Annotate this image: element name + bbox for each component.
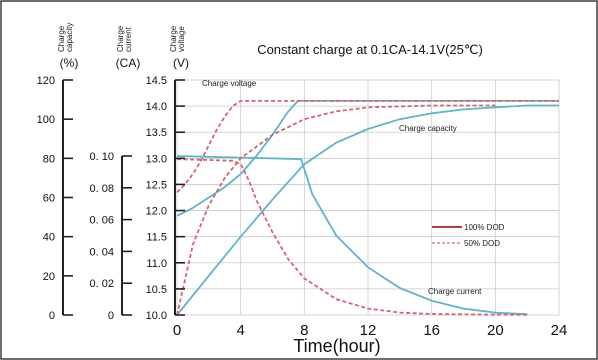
annotation-charge-current: Charge current <box>428 287 482 296</box>
current-tick-label-0-10: 0. 10 <box>90 151 114 163</box>
current-header: Charge current <box>116 25 133 52</box>
series-charge-capacity-50-dod <box>176 104 496 316</box>
annotation-charge-capacity: Charge capacity <box>399 124 457 133</box>
capacity-tick-label-80: 80 <box>43 153 55 165</box>
series-charge-capacity-100-dod <box>176 104 559 316</box>
x-tick-label-12: 12 <box>360 322 377 339</box>
series-charge-current-50-dod <box>176 158 528 316</box>
capacity-header-line-0: Charge <box>57 25 66 52</box>
voltage-header: Charge voltage <box>169 25 186 52</box>
current-tick-label-0-08: 0. 08 <box>90 183 114 195</box>
grid <box>176 79 560 316</box>
voltage-tick-label-10-5: 10.5 <box>146 284 167 296</box>
voltage-tick-label-11-5: 11.5 <box>146 232 167 244</box>
voltage-tick-label-12-5: 12.5 <box>146 179 167 191</box>
series-charge-voltage-50-dod <box>176 100 559 193</box>
current-tick-label-0: 0 <box>108 310 114 322</box>
capacity-header-line-1: capacity <box>65 23 74 52</box>
current-unit-label: (CA) <box>116 56 141 70</box>
voltage-tick-label-13-0: 13.0 <box>146 153 167 165</box>
capacity-tick-label-120: 120 <box>37 75 55 87</box>
capacity-tick-label-0: 0 <box>49 310 55 322</box>
capacity-header: Charge capacity <box>57 23 74 52</box>
voltage-tick-label-10-0: 10.0 <box>146 310 167 322</box>
current-header-line-0: Charge <box>116 25 125 52</box>
x-tick-label-0: 0 <box>173 322 181 339</box>
series-group <box>176 100 559 316</box>
x-tick-label-8: 8 <box>300 322 308 339</box>
voltage-unit-label: (V) <box>173 56 189 70</box>
annotation-charge-voltage: Charge voltage <box>202 79 257 88</box>
x-tick-label-24: 24 <box>551 322 568 339</box>
voltage-header-line-1: voltage <box>177 26 186 52</box>
chart-title: Constant charge at 0.1CA-14.1V(25℃) <box>257 42 483 57</box>
current-header-line-1: current <box>124 26 133 52</box>
capacity-tick-label-40: 40 <box>43 232 55 244</box>
voltage-tick-label-12-0: 12.0 <box>146 206 167 218</box>
x-tick-label-16: 16 <box>423 322 440 339</box>
axes-group: 0 4 8 12 16 20 24 0 20 40 60 80 100 120 0 0. 02 0. 04 0. … <box>37 75 568 339</box>
current-tick-label-0-02: 0. 02 <box>90 278 114 290</box>
legend: 100% DOD 50% DOD <box>432 223 505 248</box>
capacity-tick-label-100: 100 <box>37 114 55 126</box>
capacity-unit-label: (%) <box>60 56 79 70</box>
legend-label-50-dod: 50% DOD <box>464 239 500 248</box>
current-tick-label-0-04: 0. 04 <box>90 246 114 258</box>
voltage-tick-label-13-5: 13.5 <box>146 127 167 139</box>
capacity-tick-label-60: 60 <box>43 193 55 205</box>
voltage-tick-label-14-0: 14.0 <box>146 101 167 113</box>
x-tick-label-20: 20 <box>487 322 504 339</box>
legend-label-100-dod: 100% DOD <box>464 223 505 232</box>
voltage-tick-label-14-5: 14.5 <box>146 75 167 87</box>
voltage-tick-label-11-0: 11.0 <box>146 258 167 270</box>
current-tick-label-0-06: 0. 06 <box>90 215 114 227</box>
axis-headers: Charge capacity(%)Charge current(CA)Charge… <box>57 23 189 70</box>
x-tick-label-4: 4 <box>236 322 244 339</box>
x-axis-label: Time(hour) <box>293 336 380 356</box>
capacity-tick-label-20: 20 <box>43 271 55 283</box>
voltage-header-line-0: Charge <box>169 25 178 52</box>
